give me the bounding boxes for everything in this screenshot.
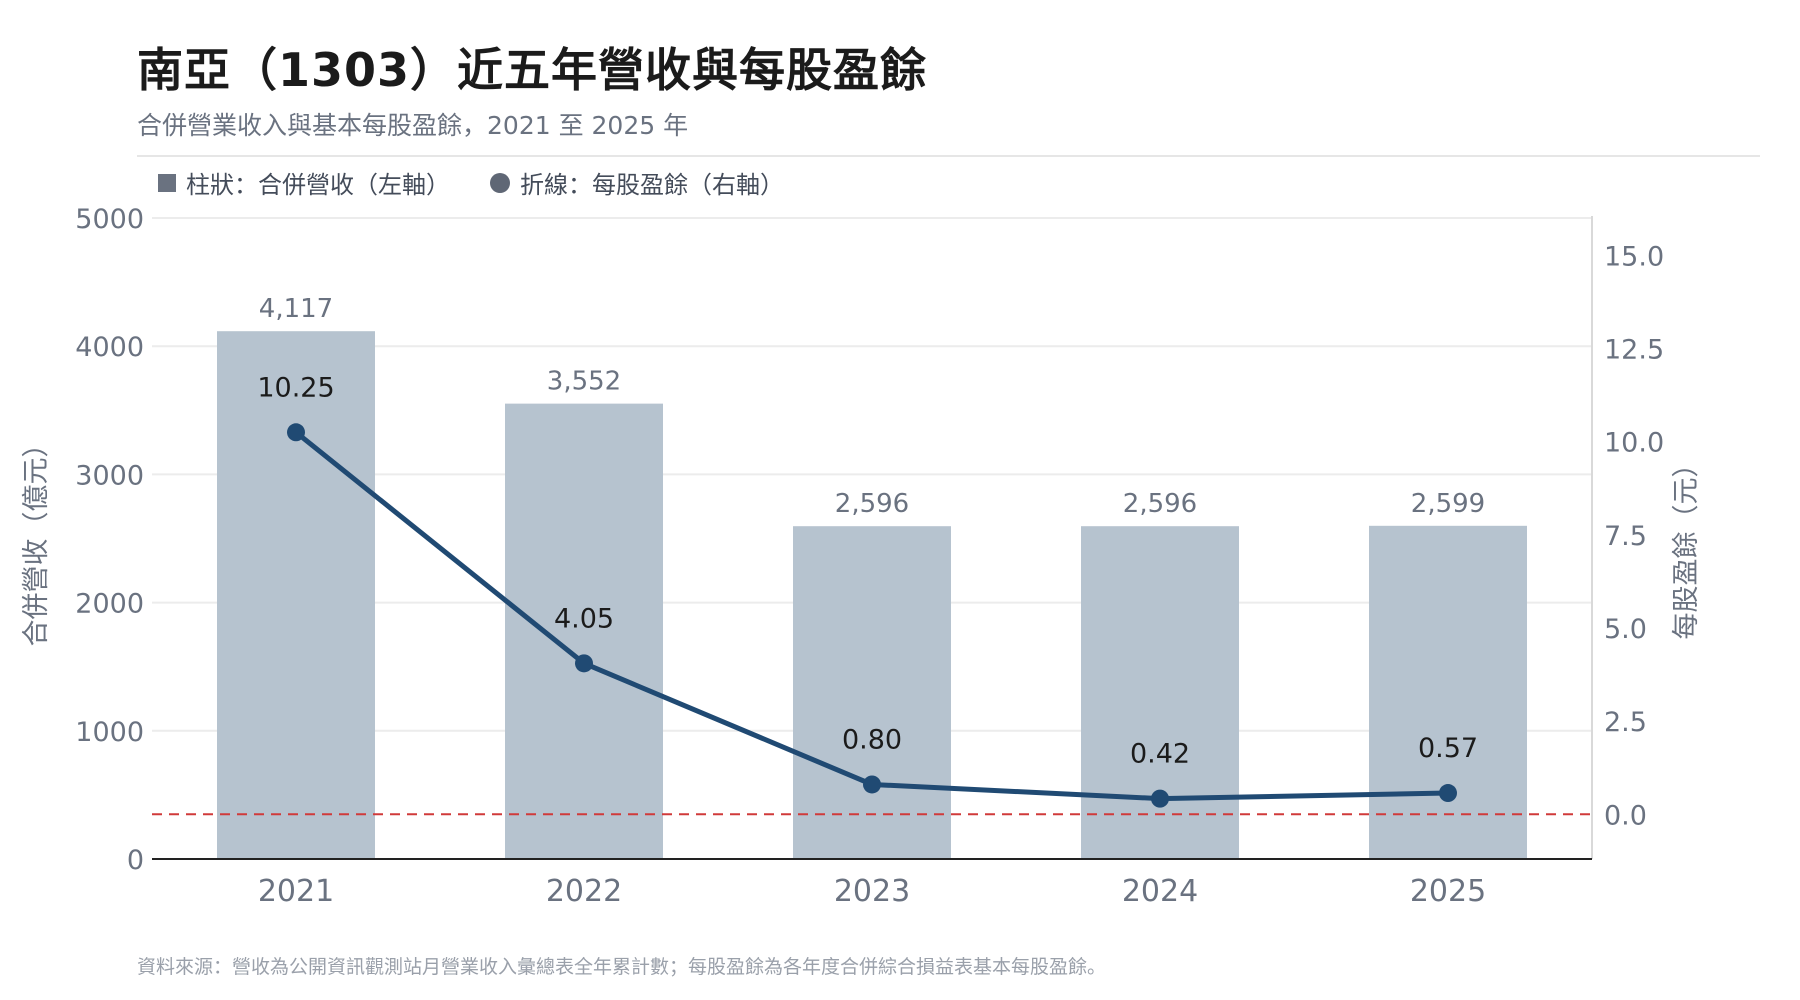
- eps-value-label: 4.05: [554, 603, 614, 634]
- legend-bar-label: 柱狀：合併營收（左軸）: [186, 171, 450, 199]
- revenue-value-label: 2,596: [835, 489, 909, 519]
- x-tick-label: 2025: [1410, 874, 1486, 909]
- left-tick-label: 0: [127, 845, 144, 876]
- eps-point: [1439, 784, 1457, 803]
- right-tick-label: 2.5: [1604, 707, 1647, 738]
- revenue-bar: [505, 403, 663, 859]
- left-tick-label: 2000: [75, 589, 144, 620]
- legend-line-label: 折線：每股盈餘（右軸）: [520, 171, 784, 199]
- left-tick-label: 1000: [75, 717, 144, 748]
- eps-point: [575, 654, 593, 673]
- revenue-value-label: 2,596: [1123, 489, 1197, 519]
- revenue-bar: [217, 331, 375, 860]
- right-tick-label: 10.0: [1604, 428, 1664, 459]
- chart-title: 南亞（1303）近五年營收與每股盈餘: [137, 43, 928, 97]
- x-tick-label: 2022: [546, 874, 622, 909]
- header-divider: [137, 155, 1760, 157]
- right-tick-label: 15.0: [1604, 241, 1664, 272]
- revenue-bar: [1081, 526, 1239, 859]
- x-tick-label: 2024: [1122, 874, 1198, 909]
- left-tick-label: 3000: [75, 460, 144, 491]
- revenue-bar: [793, 526, 951, 859]
- right-tick-label: 5.0: [1604, 614, 1647, 645]
- left-tick-label: 5000: [75, 204, 144, 235]
- x-tick-label: 2023: [834, 874, 910, 909]
- revenue-value-label: 4,117: [259, 294, 333, 324]
- eps-value-label: 10.25: [257, 372, 334, 403]
- eps-value-label: 0.57: [1418, 733, 1478, 764]
- left-axis-title: 合併營收（億元）: [21, 431, 52, 647]
- eps-point: [1151, 789, 1169, 808]
- right-axis-title: 每股盈餘（元）: [1671, 451, 1702, 640]
- eps-point: [863, 775, 881, 794]
- left-tick-label: 4000: [75, 332, 144, 363]
- right-tick-label: 0.0: [1604, 800, 1647, 831]
- revenue-value-label: 3,552: [547, 367, 621, 397]
- chart-subtitle: 合併營業收入與基本每股盈餘，2021 至 2025 年: [137, 111, 689, 140]
- data-source-note: 資料來源：營收為公開資訊觀測站月營業收入彙總表全年累計數；每股盈餘為各年度合併綜…: [137, 956, 1107, 978]
- eps-value-label: 0.80: [842, 724, 902, 755]
- right-tick-label: 12.5: [1604, 334, 1664, 365]
- eps-value-label: 0.42: [1130, 739, 1190, 770]
- legend-bar-swatch: [158, 173, 176, 192]
- right-tick-label: 7.5: [1604, 521, 1647, 552]
- revenue-bar: [1369, 525, 1527, 859]
- revenue-value-label: 2,599: [1411, 489, 1485, 519]
- legend-line-swatch: [490, 172, 510, 193]
- x-tick-label: 2021: [258, 874, 334, 909]
- eps-point: [287, 423, 305, 442]
- chart-legend: 柱狀：合併營收（左軸） 折線：每股盈餘（右軸）: [158, 165, 784, 200]
